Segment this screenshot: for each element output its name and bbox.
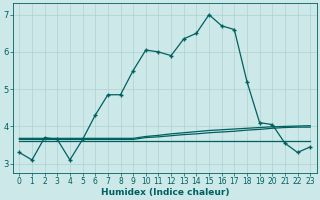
X-axis label: Humidex (Indice chaleur): Humidex (Indice chaleur)	[100, 188, 229, 197]
